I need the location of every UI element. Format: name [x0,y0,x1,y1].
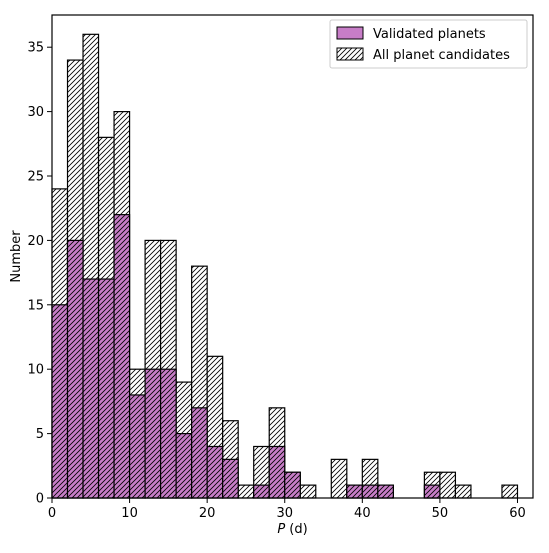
y-tick-label-30: 30 [27,105,44,120]
bar-validated-20 [206,445,224,499]
bar-validated-8 [113,214,131,499]
y-tick-label-10: 10 [27,363,44,378]
x-tick-label-10: 10 [121,506,138,521]
bar-validated-48 [423,484,441,499]
bar-all-candidates-50 [439,471,457,499]
bars-layer [51,33,519,499]
bar-all-candidates-36 [330,458,348,499]
bar-validated-6 [97,278,115,499]
y-tick-label-5: 5 [36,427,44,442]
legend: Validated planets All planet candidates [329,19,528,69]
bar-all-candidates-52 [454,484,472,499]
x-tick-label-40: 40 [354,506,371,521]
y-axis-label: Number [9,230,24,283]
legend-label-validated: Validated planets [373,27,486,42]
y-tick-label-25: 25 [27,170,44,185]
x-axis-label-variable: P [277,522,285,537]
bar-all-candidates-24 [237,484,255,499]
bar-validated-0 [51,304,69,499]
bar-all-candidates-58 [501,484,519,499]
bar-validated-42 [377,484,394,499]
plot-frame [51,14,534,499]
legend-label-all-candidates: All planet candidates [373,48,510,63]
bar-validated-38 [346,484,363,499]
y-tick-label-35: 35 [27,41,44,56]
bar-validated-22 [222,458,239,499]
y-tick-label-15: 15 [27,298,44,313]
bar-all-candidates-32 [299,484,317,499]
x-tick-label-30: 30 [276,506,293,521]
x-tick-label-50: 50 [432,506,449,521]
bar-validated-18 [191,407,208,499]
bar-validated-4 [82,278,100,499]
legend-box [329,19,528,69]
bar-validated-2 [66,239,84,499]
x-tick-label-60: 60 [509,506,526,521]
y-tick-label-20: 20 [27,234,44,249]
x-axis-label-unit: (d) [285,522,308,537]
bar-validated-40 [361,484,379,499]
x-tick-label-0: 0 [48,506,56,521]
x-tick-label-20: 20 [199,506,216,521]
legend-swatch-all-candidates [336,47,364,61]
y-tick-label-0: 0 [36,492,44,507]
legend-swatch-validated [336,26,364,40]
bar-validated-26 [253,484,270,499]
bar-validated-10 [128,394,146,499]
bar-validated-16 [175,433,193,499]
bar-validated-12 [144,368,162,499]
x-axis-label: P (d) [277,522,307,537]
ticks-layer: 0 10 20 30 40 50 60 0 5 10 15 20 25 30 35 [27,41,525,521]
bar-validated-28 [268,445,286,499]
bar-validated-30 [284,471,301,499]
bar-validated-14 [160,368,177,499]
